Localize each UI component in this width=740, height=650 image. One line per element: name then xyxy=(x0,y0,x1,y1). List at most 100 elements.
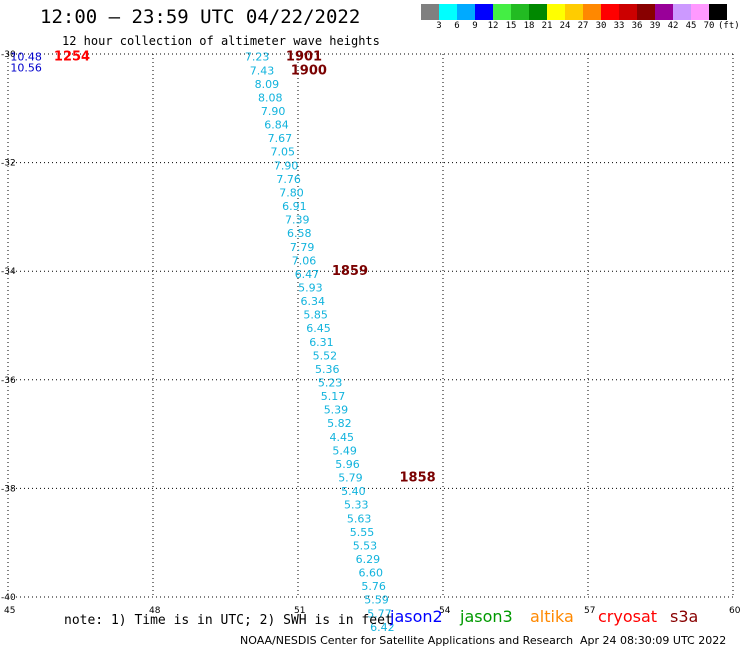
legend-swatch xyxy=(421,4,439,20)
wave-height-value: 5.96 xyxy=(335,458,360,471)
latitude-tick-label: -32 xyxy=(1,159,16,169)
wave-height-value: 5.49 xyxy=(332,444,357,457)
wave-height-value: 7.80 xyxy=(279,186,304,199)
wave-height-value: 5.63 xyxy=(347,512,372,525)
legend-swatch xyxy=(547,4,565,20)
legend-label: 15 xyxy=(505,21,517,31)
legend-label: 30 xyxy=(595,21,607,31)
wave-height-value: 5.85 xyxy=(303,309,328,322)
legend-swatch xyxy=(619,4,637,20)
wave-height-value: 5.59 xyxy=(364,594,389,607)
pass-time-label: 1254 xyxy=(54,50,90,65)
legend-swatch xyxy=(583,4,601,20)
legend-swatch xyxy=(709,4,727,20)
wave-height-value: 5.23 xyxy=(318,377,343,390)
wave-height-value: 7.76 xyxy=(276,173,301,186)
legend-label: 12 xyxy=(487,21,499,31)
satellite-legend-jason3: jason3 xyxy=(460,607,513,626)
longitude-tick-label: 45 xyxy=(4,606,15,616)
legend-label: 33 xyxy=(613,21,625,31)
legend-swatch xyxy=(475,4,493,20)
wave-height-value: 5.40 xyxy=(341,485,366,498)
color-legend xyxy=(421,4,727,20)
longitude-tick-label: 51 xyxy=(294,606,305,616)
wave-height-value: 7.06 xyxy=(292,254,317,267)
legend-label: 27 xyxy=(577,21,589,31)
wave-height-value: 5.33 xyxy=(344,499,369,512)
wave-height-value: 5.36 xyxy=(315,363,340,376)
wave-height-value: 6.31 xyxy=(309,336,334,349)
wave-height-value: 6.42 xyxy=(370,621,395,634)
wave-height-value: 7.23 xyxy=(245,51,270,64)
wave-height-value: 6.91 xyxy=(282,200,307,213)
wave-height-value: 5.55 xyxy=(350,526,375,539)
pass-time-label: 1901 xyxy=(286,50,322,65)
legend-label: 24 xyxy=(559,21,571,31)
pass-time-label: 1900 xyxy=(291,63,327,78)
page-title: 12:00 – 23:59 UTC 04/22/2022 xyxy=(40,6,361,28)
longitude-tick-label: 48 xyxy=(149,606,161,616)
wave-height-value: 6.84 xyxy=(264,119,289,132)
wave-height-value: 5.82 xyxy=(327,417,352,430)
legend-label: 42 xyxy=(667,21,679,31)
legend-swatch xyxy=(655,4,673,20)
legend-label: 36 xyxy=(631,21,643,31)
wave-height-value: 7.39 xyxy=(285,214,310,227)
wave-height-value: 6.45 xyxy=(306,322,331,335)
wave-height-value: 5.39 xyxy=(324,404,349,417)
page-subtitle: 12 hour collection of altimeter wave hei… xyxy=(62,34,380,48)
legend-swatch xyxy=(691,4,709,20)
wave-height-value: 7.90 xyxy=(261,105,286,118)
wave-height-value: 7.90 xyxy=(274,159,299,172)
wave-height-value: 5.17 xyxy=(321,390,346,403)
satellite-legend-s3a: s3a xyxy=(670,607,699,626)
legend-swatch xyxy=(529,4,547,20)
legend-swatch xyxy=(673,4,691,20)
wave-height-value: 5.76 xyxy=(361,580,386,593)
longitude-tick-label: 57 xyxy=(584,606,595,616)
credit-text: NOAA/NESDIS Center for Satellite Applica… xyxy=(240,634,574,647)
wave-height-value: 6.47 xyxy=(295,268,320,281)
legend-swatch xyxy=(565,4,583,20)
wave-height-value: 7.43 xyxy=(250,64,275,77)
wave-height-value: 8.08 xyxy=(258,91,283,104)
wave-height-value: 5.53 xyxy=(353,539,378,552)
legend-swatch xyxy=(511,4,529,20)
footnote: note: 1) Time is in UTC; 2) SWH is in fe… xyxy=(64,613,393,628)
wave-height-value: 5.93 xyxy=(298,281,323,294)
wave-height-value: 5.77 xyxy=(367,607,392,620)
legend-label: 39 xyxy=(649,21,661,31)
wave-height-value: 6.34 xyxy=(301,295,326,308)
wave-height-value: 7.79 xyxy=(290,241,315,254)
legend-swatch xyxy=(439,4,457,20)
generated-timestamp: Apr 24 08:30:09 UTC 2022 xyxy=(580,634,727,647)
wave-height-value: 6.60 xyxy=(359,567,384,580)
legend-swatch xyxy=(637,4,655,20)
wave-height-value: 10.48 xyxy=(10,51,42,64)
legend-swatch xyxy=(457,4,475,20)
legend-label: 18 xyxy=(523,21,535,31)
wave-height-value: 7.05 xyxy=(271,146,296,159)
pass-time-label: 1858 xyxy=(400,471,436,486)
legend-swatch xyxy=(601,4,619,20)
latitude-tick-label: -34 xyxy=(1,267,16,277)
wave-height-value: 4.45 xyxy=(330,431,355,444)
color-legend-unit: (ft) xyxy=(718,21,740,31)
latitude-tick-label: -38 xyxy=(1,484,16,494)
wave-height-value: 8.09 xyxy=(255,78,279,91)
wave-height-value: 6.29 xyxy=(356,553,381,566)
longitude-tick-label: 60 xyxy=(729,606,740,616)
wave-height-value: 6.58 xyxy=(287,227,312,240)
legend-swatch xyxy=(493,4,511,20)
legend-label: 45 xyxy=(685,21,697,31)
latitude-tick-label: -30 xyxy=(1,50,16,60)
legend-label: 3 xyxy=(436,21,442,31)
legend-label: 9 xyxy=(472,21,478,31)
legend-label: 70 xyxy=(703,21,715,31)
pass-time-label: 1859 xyxy=(332,264,368,279)
satellite-legend-altika: altika xyxy=(530,607,574,626)
latitude-tick-label: -40 xyxy=(1,593,16,603)
latitude-tick-label: -36 xyxy=(1,376,16,386)
satellite-legend-jason2: jason2 xyxy=(390,607,443,626)
